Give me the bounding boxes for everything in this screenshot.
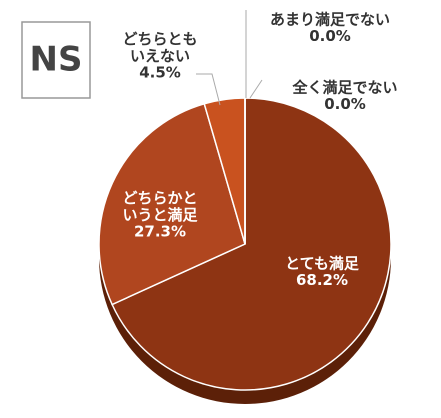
- category-label: あまり満足でない: [270, 10, 390, 28]
- category-label: どちらかというと満足: [122, 189, 198, 224]
- leader-line: [196, 73, 221, 106]
- badge-box: [21, 21, 91, 99]
- pie-slice: [111, 97, 392, 391]
- category-label: 全く満足でない: [291, 78, 397, 96]
- badge: NS: [30, 40, 83, 80]
- category-label: どちらともいえない: [122, 30, 197, 65]
- value-label: 68.2%: [296, 271, 348, 289]
- leader-line: [249, 79, 263, 99]
- value-label: 4.5%: [139, 64, 181, 82]
- value-label: 27.3%: [134, 223, 186, 241]
- category-label: とても満足: [285, 254, 360, 272]
- value-label: 0.0%: [324, 95, 366, 113]
- pie-slice: [98, 102, 246, 306]
- value-label: 0.0%: [309, 27, 351, 45]
